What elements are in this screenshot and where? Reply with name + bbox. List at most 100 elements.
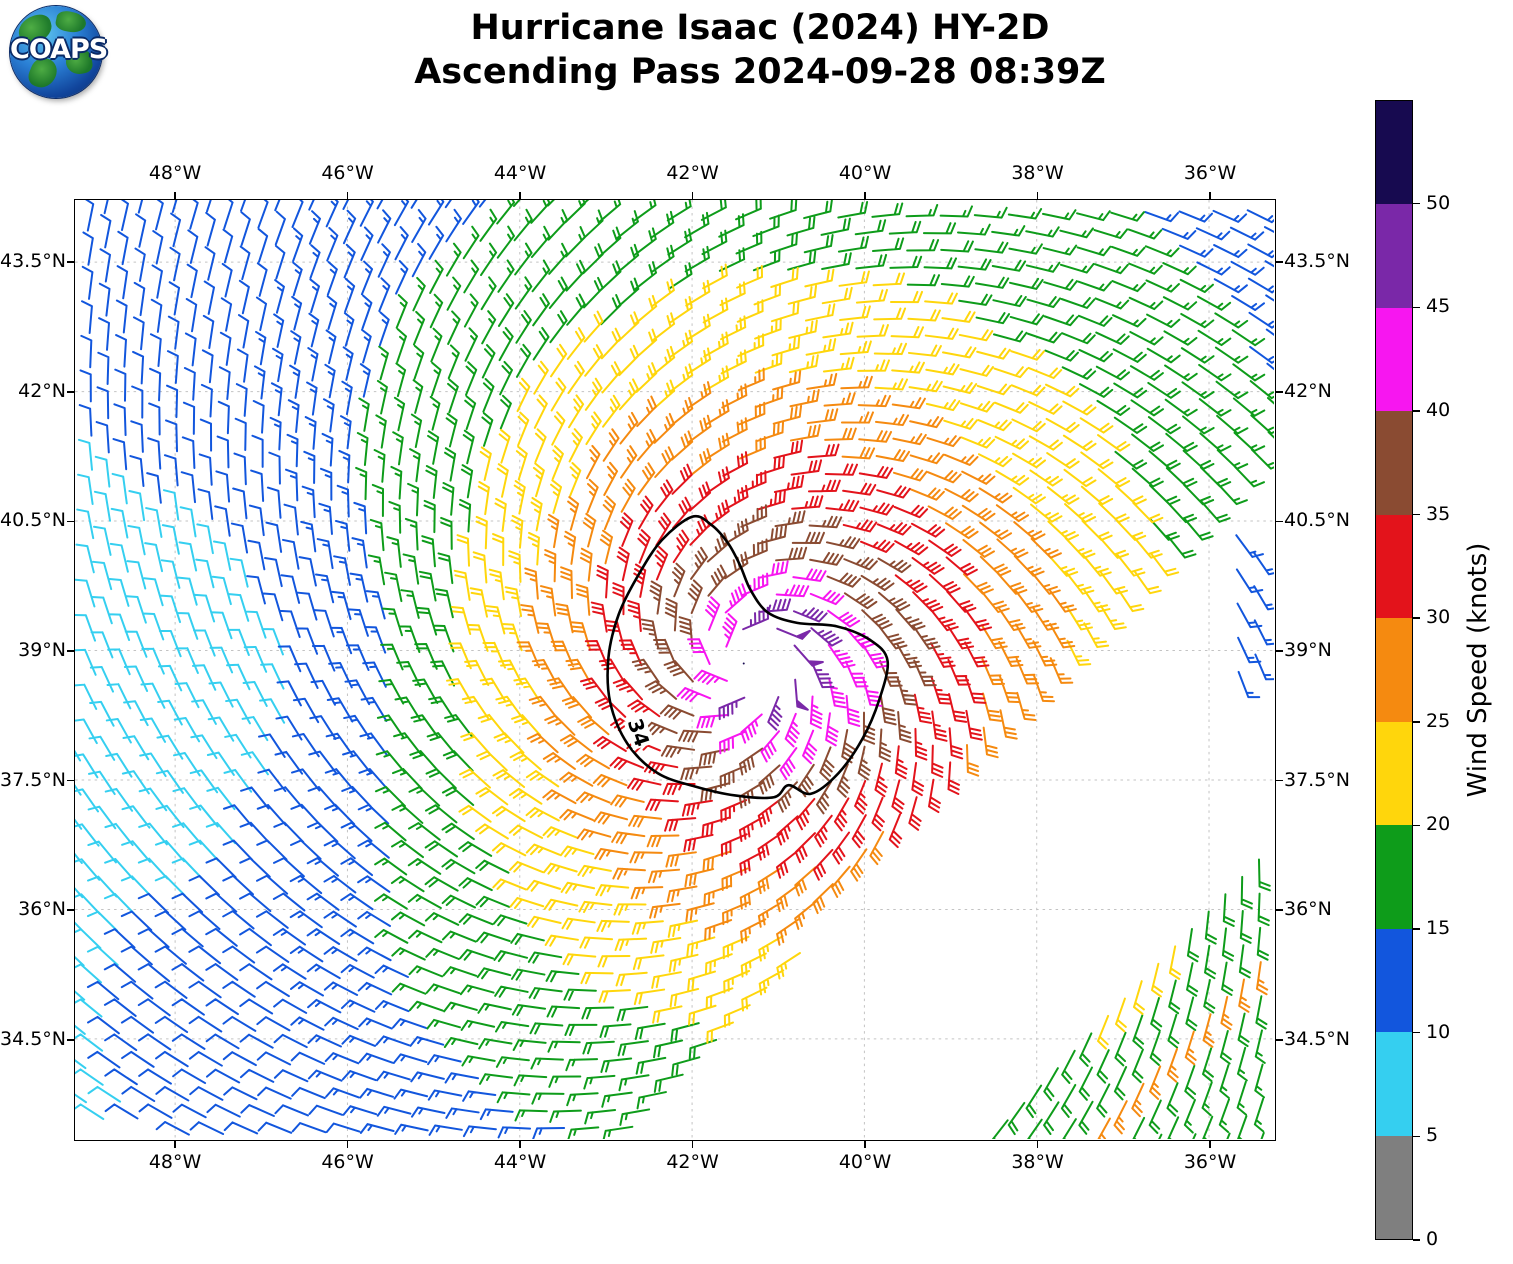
colorbar-axis-label: Wind Speed (knots) [1463,542,1493,798]
lat-tick-label-left: 39°N [18,638,66,661]
colorbar-tick [1413,617,1420,619]
axis-tick [1036,192,1039,199]
axis-tick [67,909,74,911]
axis-tick [1276,779,1283,782]
colorbar-tick [1413,928,1420,930]
axis-tick [1276,391,1283,393]
lon-tick-label-top: 40°W [838,162,892,184]
axis-tick [1276,650,1283,652]
axis-tick [1276,261,1283,263]
axis-tick [691,192,694,199]
lat-tick-label-right: 39°N [1284,638,1332,661]
wind-barbs [355,200,1274,1139]
colorbar-tick [1413,1239,1420,1241]
map-canvas: 34 [75,200,1274,1139]
colorbar-tick-label: 15 [1426,917,1451,940]
colorbar-tick-label: 50 [1426,191,1451,214]
wind-barbs [718,598,843,731]
wind-barbs [516,367,1269,1139]
globe-icon [10,6,102,98]
wind-barbs [631,504,941,815]
map-plot: 34 [74,199,1276,1141]
lon-tick-label-top: 38°W [1011,162,1064,184]
colorbar-tick [1413,721,1420,723]
colorbar-segment [1376,204,1412,308]
axis-tick [1276,520,1283,523]
lon-tick-label-top: 46°W [321,162,374,184]
axis-tick [864,192,866,199]
axis-tick [67,391,74,393]
wind-barbs-layer [75,200,1274,1139]
colorbar-tick-label: 25 [1426,709,1451,732]
lon-tick-label-top: 36°W [1183,162,1237,184]
colorbar-segment [1376,514,1412,619]
axis-tick [864,1141,866,1148]
colorbar-segment [1376,928,1412,1033]
lat-tick-label-right: 42°N [1284,379,1332,402]
lat-tick-label-right: 36°N [1284,898,1332,921]
colorbar-tick [1413,202,1420,205]
axis-tick [1209,1141,1211,1148]
axis-tick [1036,1141,1039,1148]
colorbar-tick [1413,513,1420,516]
colorbar-segment [1376,307,1412,412]
lon-tick-label-top: 44°W [493,162,547,184]
lon-tick-label-bottom: 48°W [148,1151,202,1173]
colorbar-segment [1376,411,1412,515]
title-line-2: Ascending Pass 2024-09-28 08:39Z [414,52,1106,93]
colorbar-tick-label: 10 [1426,1020,1451,1043]
lon-tick-label-bottom: 44°W [493,1151,547,1173]
axis-tick [519,192,521,199]
axis-tick [174,192,176,199]
lat-tick-label-right: 34.5°N [1284,1027,1351,1050]
axis-tick [67,261,74,263]
colorbar-tick [1413,824,1420,827]
colorbar-segment [1376,618,1412,722]
lat-tick-label-left: 42°N [18,379,66,402]
lat-tick-label-right: 40.5°N [1284,509,1351,532]
colorbar-tick-label: 35 [1426,502,1451,525]
contour-34kt [606,514,890,800]
lat-tick-label-left: 40.5°N [0,509,67,532]
wind-barbs [446,263,1182,1050]
wind-barbs [75,438,286,1121]
axis-tick [1209,192,1211,199]
wind-barbs [580,439,993,881]
lon-tick-label-bottom: 40°W [838,1151,892,1173]
lat-tick-label-right: 37.5°N [1284,768,1351,791]
colorbar-tick-label: 0 [1426,1228,1439,1250]
lat-tick-label-left: 36°N [18,898,66,921]
lon-tick-label-top: 48°W [148,162,202,184]
title-line-1: Hurricane Isaac (2024) HY-2D [470,8,1050,48]
colorbar-segment [1376,1135,1412,1239]
axis-tick [346,1141,349,1148]
colorbar-tick-label: 45 [1426,295,1451,318]
lon-tick-label-bottom: 36°W [1183,1151,1237,1173]
axis-tick [67,779,74,782]
chart-title: Hurricane Isaac (2024) HY-2D Ascending P… [75,6,1445,94]
coaps-logo: COAPS [10,6,108,98]
lat-tick-label-right: 43.5°N [1284,250,1351,273]
colorbar-tick [1413,410,1420,412]
wind-barbs [676,560,889,781]
graticule-lines [75,200,1274,1139]
colorbar-segment [1376,825,1412,929]
colorbar-tick-label: 20 [1426,813,1451,836]
colorbar-tick [1413,1031,1420,1034]
axis-tick [346,192,349,199]
colorbar-segment [1376,721,1412,826]
axis-tick [67,520,74,523]
lat-tick-label-left: 43.5°N [0,250,67,273]
lon-tick-label-bottom: 38°W [1011,1151,1064,1173]
axis-tick [174,1141,176,1148]
lon-tick-label-top: 42°W [666,162,719,184]
colorbar-segment [1376,1032,1412,1136]
lon-tick-label-bottom: 42°W [666,1151,719,1173]
colorbar-tick [1413,1135,1420,1138]
colorbar [1375,100,1413,1240]
colorbar-tick-label: 40 [1426,398,1451,421]
wind-barbs [78,200,1274,1139]
axis-tick [67,650,74,652]
lon-tick-label-bottom: 46°W [321,1151,374,1173]
